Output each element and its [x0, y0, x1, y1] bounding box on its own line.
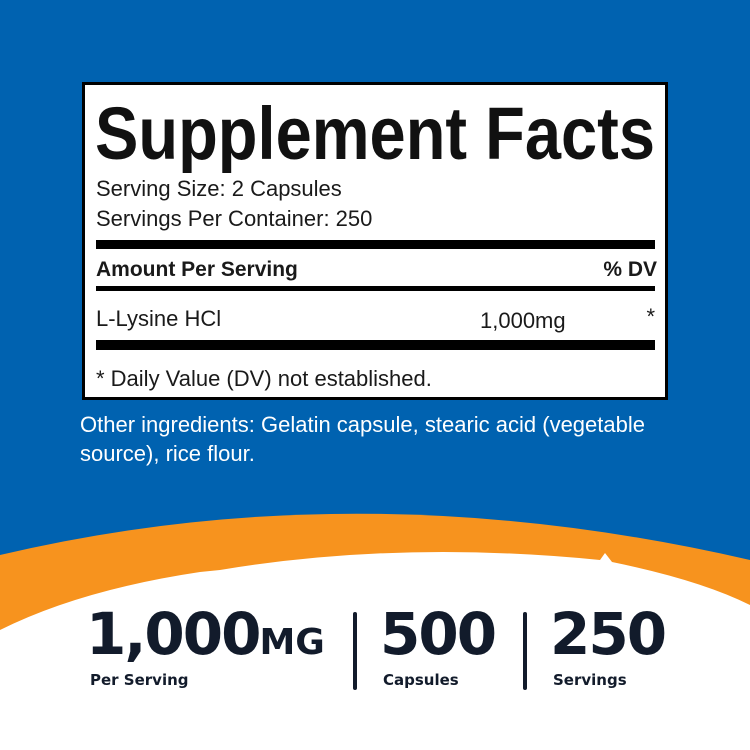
other-ingredients: Other ingredients: Gelatin capsule, stea…	[80, 412, 645, 466]
ingredient-amount: 1,000mg	[480, 308, 566, 333]
facts-title: Supplement Facts	[95, 93, 655, 173]
footnote: * Daily Value (DV) not established.	[96, 366, 432, 391]
stat-servings-value: 250	[550, 600, 667, 668]
stat-dose: 1,000MG	[86, 600, 325, 668]
stat-capsules-label: Capsules	[383, 671, 459, 689]
stat-capsules-value: 500	[380, 600, 497, 668]
thick-divider	[96, 240, 655, 249]
thin-divider	[96, 286, 655, 291]
ingredient-dv: *	[646, 304, 655, 329]
stat-divider	[523, 612, 527, 690]
thick-divider	[96, 340, 655, 350]
serving-size: Serving Size: 2 Capsules	[96, 176, 342, 201]
svg-text:Supplement Facts: Supplement Facts	[95, 93, 655, 173]
ingredient-name: L-Lysine HCl	[96, 306, 222, 331]
supplement-facts-panel: Supplement Facts Serving Size: 2 Capsule…	[82, 82, 668, 400]
stat-dose-unit: MG	[259, 622, 325, 663]
servings-per-container: Servings Per Container: 250	[96, 206, 373, 231]
white-area	[0, 552, 750, 750]
stat-dose-value: 1,000	[86, 600, 261, 668]
stat-divider	[353, 612, 357, 690]
amount-per-serving-header: Amount Per Serving	[96, 258, 298, 281]
stat-dose-label: Per Serving	[90, 671, 189, 689]
dv-header: % DV	[603, 258, 657, 281]
stat-servings-label: Servings	[553, 671, 627, 689]
